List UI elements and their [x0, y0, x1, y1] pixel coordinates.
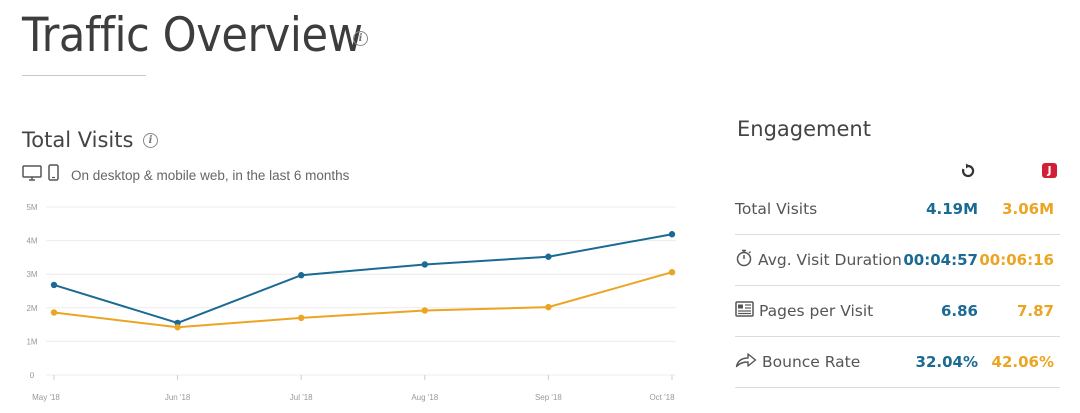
- x-tick-label: Sep '18: [535, 393, 562, 402]
- data-point: [298, 272, 305, 279]
- stopwatch-icon: [735, 249, 753, 271]
- x-tick-label: Aug '18: [411, 393, 438, 402]
- visits-subtitle: On desktop & mobile web, in the last 6 m…: [71, 167, 350, 183]
- data-point: [421, 261, 428, 268]
- mobile-icon: [48, 164, 59, 186]
- page-title: Traffic Overview: [22, 8, 363, 63]
- desktop-icon: [22, 164, 42, 186]
- data-point: [668, 231, 676, 238]
- site-b-value: 7.87: [1016, 302, 1054, 320]
- y-tick-label: 4M: [26, 237, 37, 246]
- engagement-table: J Total Visits 4.19M 3.06M Avg. Visit Du…: [735, 160, 1060, 388]
- share-arrow-icon: [735, 352, 757, 372]
- site-b-value: 3.06M: [1002, 200, 1054, 218]
- x-tick-label: Jun '18: [165, 393, 191, 402]
- engagement-row-total-visits: Total Visits 4.19M 3.06M: [735, 184, 1060, 235]
- data-point: [50, 281, 58, 289]
- y-tick-label: 3M: [26, 270, 37, 279]
- row-label: Pages per Visit: [759, 302, 874, 320]
- data-point: [298, 314, 305, 322]
- total-visits-title: Total Visits: [22, 128, 134, 152]
- x-tick-label: Oct '18: [649, 393, 675, 402]
- series-line-0: [53, 233, 673, 324]
- y-tick-label: 0: [30, 371, 35, 380]
- total-visits-chart[interactable]: 0 1M 2M 3M 4M 5M May '18 Jun '18 Jul '18 Aug '18 S…: [0, 195, 700, 407]
- data-point: [668, 268, 676, 276]
- data-point: [50, 309, 58, 316]
- row-label: Bounce Rate: [762, 353, 861, 371]
- info-icon[interactable]: i: [143, 133, 158, 148]
- site-a-icon: [960, 163, 976, 184]
- site-b-value: 42.06%: [991, 353, 1054, 371]
- y-tick-label: 2M: [26, 304, 37, 313]
- site-b-value: 00:06:16: [979, 251, 1054, 269]
- engagement-column-icons: J: [735, 160, 1060, 184]
- data-point: [545, 303, 552, 311]
- x-tick-label: Jul '18: [290, 393, 313, 402]
- data-point: [545, 253, 552, 260]
- site-a-value: 4.19M: [926, 200, 978, 218]
- data-point: [421, 307, 428, 314]
- engagement-row-bounce-rate: Bounce Rate 32.04% 42.06%: [735, 337, 1060, 388]
- title-underline: [22, 75, 146, 76]
- row-label: Total Visits: [735, 200, 818, 218]
- data-point: [174, 324, 181, 331]
- site-a-value: 6.86: [940, 302, 978, 320]
- visits-subtitle-row: On desktop & mobile web, in the last 6 m…: [22, 164, 349, 186]
- engagement-row-avg-duration: Avg. Visit Duration 00:04:57 00:06:16: [735, 235, 1060, 286]
- y-tick-label: 1M: [26, 337, 37, 346]
- x-tick-label: May '18: [32, 393, 60, 402]
- site-b-icon: J: [1042, 163, 1057, 178]
- pages-icon: [735, 301, 754, 321]
- info-icon[interactable]: i: [353, 31, 368, 46]
- engagement-title: Engagement: [737, 117, 871, 141]
- engagement-row-pages-per-visit: Pages per Visit 6.86 7.87: [735, 286, 1060, 337]
- series-line-1: [53, 271, 673, 329]
- site-a-value: 32.04%: [915, 353, 978, 371]
- site-a-value: 00:04:57: [903, 251, 978, 269]
- row-label: Avg. Visit Duration: [758, 251, 902, 269]
- y-tick-label: 5M: [26, 203, 37, 212]
